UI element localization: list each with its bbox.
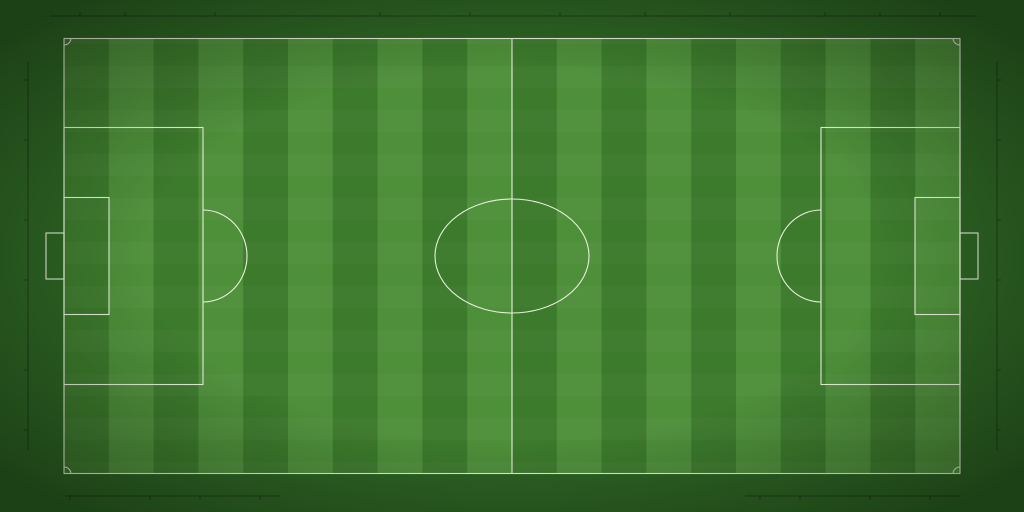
pitch-screen [0, 0, 1024, 512]
pitch-canvas [0, 0, 1024, 512]
vignette-overlay [0, 0, 1024, 512]
